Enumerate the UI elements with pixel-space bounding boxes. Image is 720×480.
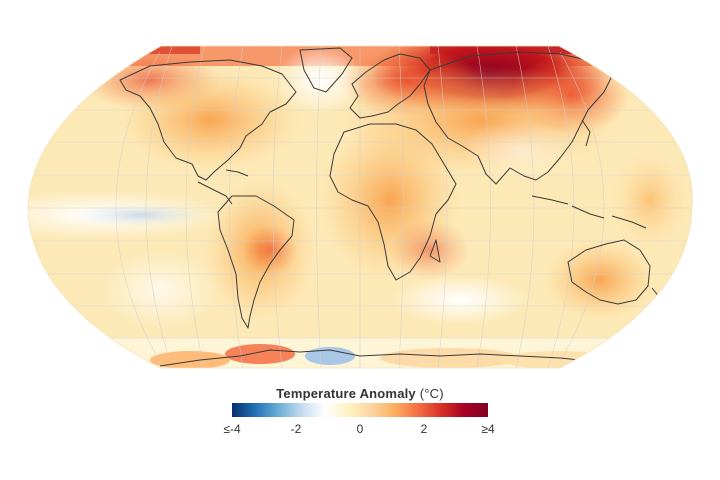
legend-tick-1: -2 [290,422,302,436]
legend-color-bar [232,403,488,417]
legend-tick-0: ≤-4 [223,422,241,436]
legend-tick-3: 2 [420,422,428,436]
graticule [28,46,693,368]
legend-tick-2: 0 [356,422,364,436]
legend-title-text: Temperature Anomaly [276,386,416,401]
africa-outline [329,123,457,281]
greenland-outline [299,47,353,93]
australia-outline [567,239,651,305]
legend-tick-4: ≥4 [481,422,495,436]
legend-unit: (°C) [419,386,444,401]
south-america-outline [217,195,295,329]
legend-title: Temperature Anomaly (°C) [0,386,720,401]
antarctica-outline [159,349,601,367]
north-america-outline [119,59,297,181]
color-legend: Temperature Anomaly (°C) ≤-4 -2 0 2 ≥4 [0,386,720,446]
